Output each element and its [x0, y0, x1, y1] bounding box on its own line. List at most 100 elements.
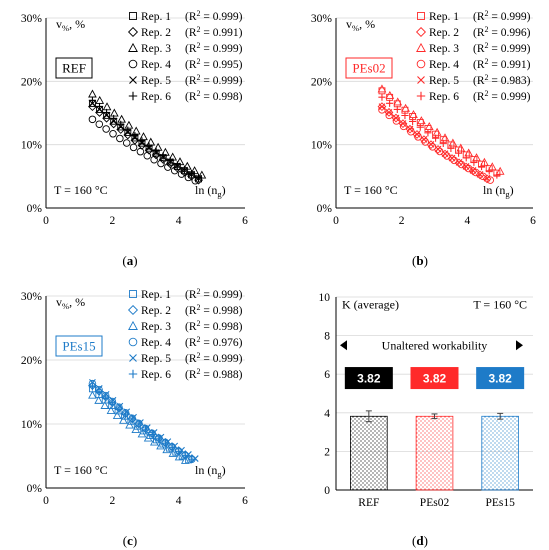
y-tick-label: 0% — [27, 203, 43, 215]
data-point — [454, 149, 463, 157]
data-point — [180, 455, 190, 464]
data-point — [377, 84, 387, 93]
value-label: 3.82 — [488, 372, 512, 386]
legend-marker — [417, 12, 425, 20]
x-axis-label: ln (ng) — [483, 183, 514, 199]
y-tick-label: 4 — [324, 408, 330, 420]
data-point — [448, 138, 458, 147]
legend-r2: (R2 = 0.976) — [185, 335, 243, 349]
data-point — [187, 169, 196, 178]
x-axis-label: ln (ng) — [195, 183, 226, 199]
data-point — [393, 105, 401, 114]
data-point — [495, 166, 505, 175]
data-point — [180, 165, 189, 173]
legend-r2: (R2 = 0.998) — [185, 319, 243, 333]
x-tick-label: REF — [358, 497, 379, 509]
x-axis-label-end: ) — [222, 463, 226, 477]
data-point — [136, 147, 145, 156]
legend-marker — [128, 59, 138, 69]
legend-r2: (R2 = 0.998) — [185, 303, 243, 317]
legend-marker — [128, 91, 138, 101]
y-axis-label: v%, % — [56, 295, 85, 311]
data-point — [405, 124, 415, 134]
caption-close: ) — [133, 253, 137, 268]
data-point — [434, 145, 442, 153]
legend-marker — [128, 337, 138, 347]
x-tick-label: 4 — [464, 215, 470, 227]
data-point — [482, 174, 492, 184]
legend-marker — [416, 59, 426, 69]
legend-marker — [129, 12, 137, 20]
sample-box — [345, 57, 393, 79]
legend-marker — [127, 26, 139, 38]
y-tick-label: 6 — [324, 369, 330, 381]
r2-sup: 2 — [485, 89, 489, 98]
data-point — [89, 379, 96, 386]
data-point — [378, 103, 386, 111]
legend-r2: (R2 = 0.991) — [473, 57, 531, 71]
caption-open: ( — [122, 253, 126, 268]
legend-marker — [128, 369, 138, 379]
legend-label: Rep. 6 — [141, 91, 171, 103]
data-point — [393, 97, 403, 106]
r2-value: = 0.976) — [201, 337, 243, 349]
data-point — [472, 168, 480, 177]
data-point — [138, 137, 146, 145]
data-point — [117, 120, 125, 128]
y-tick-label: 30% — [311, 13, 333, 25]
y-tick-label: 10% — [21, 419, 43, 431]
legend-r2: (R2 = 0.991) — [185, 25, 243, 39]
y-tick-label: 8 — [324, 331, 330, 343]
data-point — [462, 154, 470, 162]
data-point — [161, 439, 169, 447]
r2-value: = 0.998) — [201, 321, 243, 333]
sample-box-label: PEs02 — [352, 61, 385, 76]
x-tick-label: 4 — [176, 215, 182, 227]
data-point — [109, 130, 117, 138]
data-point — [392, 114, 400, 122]
bar — [481, 415, 519, 491]
data-point — [464, 164, 473, 173]
data-point — [146, 137, 156, 146]
data-point — [148, 430, 156, 438]
sample-box — [55, 57, 93, 79]
data-point — [168, 448, 178, 457]
data-point — [108, 400, 116, 408]
data-point — [432, 127, 442, 136]
series-rep-1 — [378, 87, 501, 177]
value-box — [476, 367, 525, 390]
data-point — [109, 396, 117, 404]
r2-sup: 2 — [485, 41, 489, 50]
x-tick-label: 2 — [109, 495, 115, 507]
y-tick-label: 10% — [21, 140, 43, 152]
data-point — [155, 435, 163, 443]
data-point — [149, 437, 159, 446]
legend-label: Rep. 3 — [141, 43, 171, 55]
data-point — [170, 166, 179, 175]
temperature-label: T = 160 °C — [54, 463, 108, 477]
data-point — [181, 451, 189, 459]
r2-value: = 0.999) — [201, 289, 243, 301]
y-tick-label: 0% — [317, 203, 333, 215]
data-point — [185, 451, 192, 458]
caption-open: ( — [123, 533, 127, 548]
value-label: 3.82 — [423, 372, 447, 386]
r2-value: = 0.999) — [201, 11, 243, 23]
arrow-right-icon — [516, 340, 523, 351]
legend-label: Rep. 1 — [141, 11, 171, 23]
data-point — [141, 426, 150, 434]
x-tick-label: 0 — [43, 215, 49, 227]
data-point — [158, 155, 168, 164]
panel-caption: (a) — [122, 253, 137, 268]
legend-marker — [416, 42, 426, 52]
y-tick-label: 20% — [311, 76, 333, 88]
series-rep-3 — [88, 89, 207, 179]
legend-r2: (R2 = 0.995) — [185, 57, 243, 71]
panel-caption: (c) — [123, 533, 137, 548]
data-point — [139, 132, 148, 141]
legend-label: Rep. 5 — [141, 75, 171, 87]
legend-marker — [129, 290, 137, 298]
data-point — [427, 140, 435, 148]
data-point — [165, 159, 175, 169]
